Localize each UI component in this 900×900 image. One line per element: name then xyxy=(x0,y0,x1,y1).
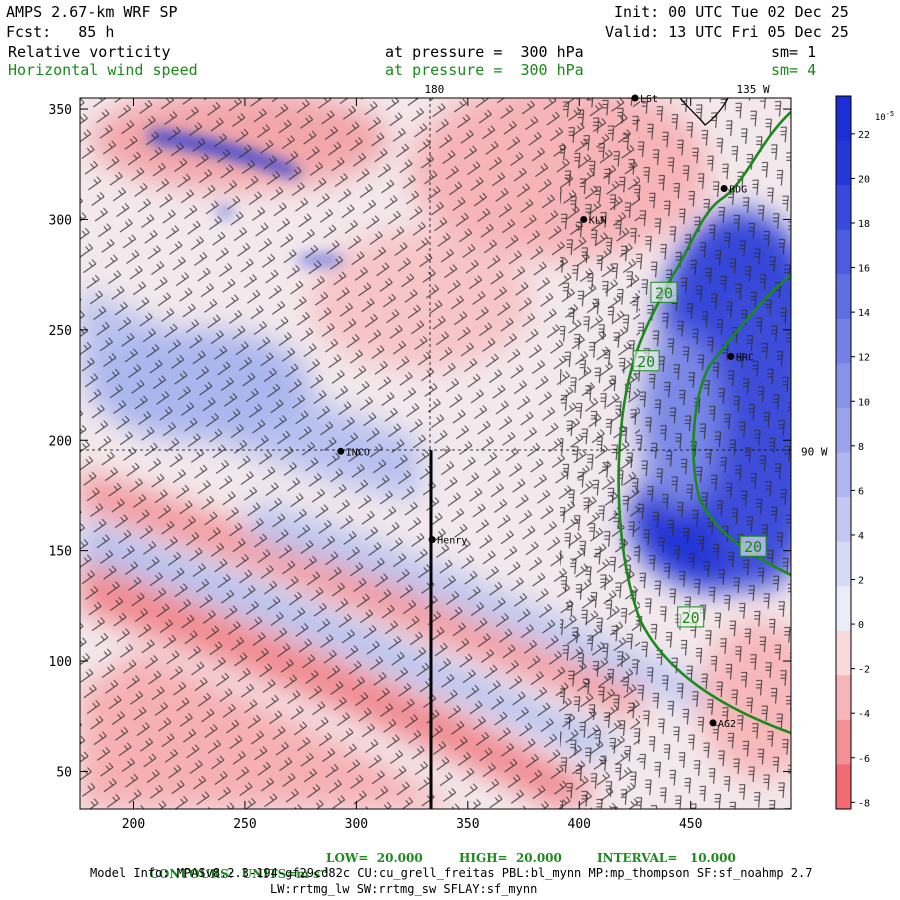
colorbar-tick-label: 18 xyxy=(858,219,870,230)
vorticity-field xyxy=(80,98,791,809)
colorbar-tick-label: -2 xyxy=(858,665,870,676)
x-tick-label: 200 xyxy=(122,817,145,832)
station-label: AG2 xyxy=(718,719,736,730)
init-time: Init: 00 UTC Tue 02 Dec 25 xyxy=(614,3,849,21)
colorbar-frame xyxy=(835,95,852,810)
colorbar-tick-label: 2 xyxy=(858,576,864,587)
x-tick-label: 250 xyxy=(233,817,256,832)
colorbar-band xyxy=(836,363,851,409)
longitude-label: 180 xyxy=(424,83,444,96)
colorbar-band xyxy=(836,719,851,765)
station-marker xyxy=(631,94,639,102)
colorbar-band xyxy=(836,541,851,587)
colorbar-tick-label: 4 xyxy=(858,531,864,542)
station-marker xyxy=(720,185,728,193)
colorbar-tick-label: 20 xyxy=(858,174,870,185)
plot-frame xyxy=(79,97,792,810)
colorbar-tick-label: 10 xyxy=(858,397,870,408)
valid-time: Valid: 13 UTC Fri 05 Dec 25 xyxy=(605,23,849,41)
colorbar-tick-label: -4 xyxy=(858,709,870,720)
axes: 200 250 300 350 400 450 50 100 150 200 250 300 350 18… xyxy=(49,83,828,832)
y-tick-label: 300 xyxy=(49,213,72,228)
y-tick-label: 200 xyxy=(49,434,72,449)
station-label: KLN xyxy=(589,215,607,226)
contour-label: 20 xyxy=(744,538,762,556)
station-label: BDG xyxy=(729,185,747,196)
colorbar-band xyxy=(836,630,851,676)
colorbar-tick-label: 14 xyxy=(858,308,870,319)
field1-level: at pressure = 300 hPa xyxy=(385,43,584,61)
colorbar-tick-label: 12 xyxy=(858,353,870,364)
contour-label: 20 xyxy=(637,353,655,371)
x-tick-label: 300 xyxy=(345,817,368,832)
station-marker xyxy=(580,215,588,223)
model-title: AMPS 2.67-km WRF SP xyxy=(6,3,178,21)
field1-name: Relative vorticity xyxy=(8,43,171,61)
colorbar-tick-label: 0 xyxy=(858,620,864,631)
field2-name: Horizontal wind speed xyxy=(8,61,198,79)
contour-label-box xyxy=(650,281,678,303)
station-marker xyxy=(337,447,345,455)
colorbar-tick-label: -8 xyxy=(858,798,870,809)
y-tick-label: 150 xyxy=(49,545,72,560)
model-info-line2: LW:rrtmg_lw SW:rrtmg_sw SFLAY:sf_mynn xyxy=(270,882,538,896)
station-label: Henry xyxy=(437,536,467,547)
field2-smoothing: sm= 4 xyxy=(771,61,817,79)
contour-label-box xyxy=(677,606,705,628)
station-marker xyxy=(428,536,436,544)
station-label: HRC xyxy=(736,352,754,363)
contours-interval: INTERVAL= 10.000 xyxy=(597,851,736,865)
x-tick-label: 350 xyxy=(456,817,479,832)
colorbar-band xyxy=(836,675,851,721)
station-label: INCO xyxy=(346,447,370,458)
colorbar-tick-label: 8 xyxy=(858,442,864,453)
colorbar-tick-label: 6 xyxy=(858,486,864,497)
contours-low: LOW= 20.000 xyxy=(326,851,423,865)
colorbar-band xyxy=(836,96,851,142)
field1-smoothing: sm= 1 xyxy=(771,43,817,61)
contour-label: 20 xyxy=(655,284,673,302)
colorbar-band xyxy=(836,140,851,186)
contours-high: HIGH= 20.000 xyxy=(459,851,562,865)
colorbar-band xyxy=(836,764,851,810)
colorbar-band xyxy=(836,185,851,231)
colorbar-band xyxy=(836,452,851,498)
x-tick-label: 450 xyxy=(679,817,702,832)
station-marker xyxy=(727,352,735,360)
colorbar-band xyxy=(836,229,851,275)
colorbar-tick-label: -6 xyxy=(858,754,870,765)
contour-label: 20 xyxy=(682,609,700,627)
colorbar-band xyxy=(836,407,851,453)
longitude-label: 135 W xyxy=(737,83,770,96)
longitude-label-right: 90 W xyxy=(801,445,828,458)
station-label: LSt xyxy=(640,94,658,105)
contours-info: CONTOURS: UNITS=m s-1 xyxy=(149,865,329,881)
field2-level: at pressure = 300 hPa xyxy=(385,61,584,79)
colorbar-band xyxy=(836,586,851,632)
y-tick-label: 250 xyxy=(49,324,72,339)
colorbar-band xyxy=(836,497,851,543)
colorbar-tick-label: 16 xyxy=(858,264,870,275)
contour-label-box xyxy=(632,350,660,372)
y-tick-label: 100 xyxy=(49,655,72,670)
forecast-hour: Fcst: 85 h xyxy=(6,23,115,41)
y-tick-label: 350 xyxy=(49,103,72,118)
x-tick-label: 400 xyxy=(568,817,591,832)
station-marker xyxy=(709,719,717,727)
colorbar-band xyxy=(836,318,851,364)
colorbar-tick-label: 22 xyxy=(858,130,870,141)
overlays: LSt BDG KLN HRC INCO Henry AG2 20 20 20 20 xyxy=(337,94,767,730)
y-tick-label: 50 xyxy=(56,765,72,780)
colorbar-band xyxy=(836,274,851,320)
contour-label-box xyxy=(739,535,767,557)
model-info-line1: Model Info: MPASv8.2.3-194-gf29cd82c CU:… xyxy=(90,866,813,880)
